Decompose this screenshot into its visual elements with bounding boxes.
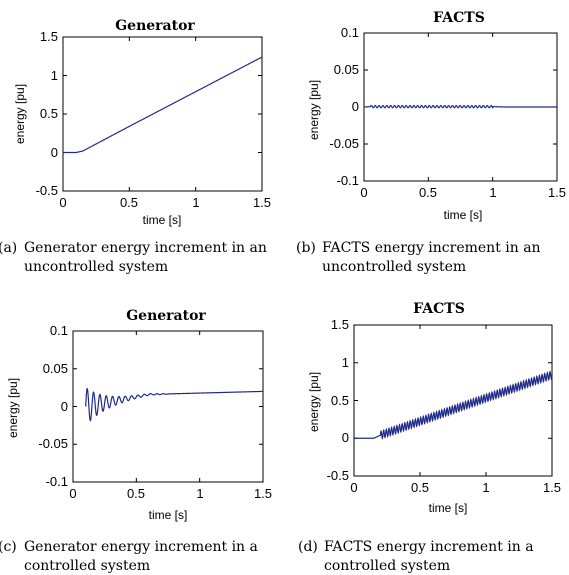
series-line bbox=[85, 387, 264, 422]
y-tick-label: -0.5 bbox=[327, 468, 349, 483]
caption-line: FACTS energy increment in a bbox=[324, 539, 534, 555]
y-tick-label: -0.1 bbox=[46, 474, 68, 489]
y-tick-label: -0.05 bbox=[329, 136, 359, 151]
caption-label: (c) bbox=[0, 539, 17, 555]
x-tick-label: 0.5 bbox=[419, 185, 437, 200]
x-axis-label: time [s] bbox=[429, 501, 468, 515]
y-ticks: -0.5 0 0.5 1 1.5 bbox=[327, 317, 552, 483]
caption-line: Generator energy increment in an bbox=[24, 240, 267, 256]
x-axis-label: time [s] bbox=[143, 213, 182, 227]
caption-line: uncontrolled system bbox=[322, 259, 466, 275]
x-tick-label: 1.5 bbox=[543, 480, 561, 495]
x-tick-label: 1.5 bbox=[254, 486, 272, 501]
y-ticks: -0.1 -0.05 0 0.05 0.1 bbox=[329, 25, 557, 188]
y-tick-label: 0.05 bbox=[334, 62, 359, 77]
y-tick-label: 0 bbox=[51, 145, 58, 160]
chart-title: FACTS bbox=[433, 10, 485, 26]
caption-line: FACTS energy increment in an bbox=[322, 240, 541, 256]
x-tick-label: 0.5 bbox=[120, 195, 138, 210]
y-tick-label: 0.1 bbox=[341, 25, 359, 40]
y-axis-label: energy [pu] bbox=[13, 84, 27, 144]
x-tick-label: 1.5 bbox=[548, 185, 566, 200]
y-tick-label: 0.5 bbox=[40, 106, 58, 121]
series-line bbox=[63, 56, 263, 154]
x-axis-label: time [s] bbox=[444, 208, 483, 222]
x-ticks: 0 0.5 1 1.5 bbox=[69, 331, 272, 501]
y-tick-label: -0.05 bbox=[38, 436, 68, 451]
x-tick-label: 1 bbox=[192, 195, 199, 210]
x-axis-label: time [s] bbox=[149, 508, 188, 522]
x-tick-label: 1 bbox=[196, 486, 203, 501]
panel-c: Generator 0 0.5 1 1.5 -0.1 -0.05 0 0.05 … bbox=[0, 308, 272, 574]
y-tick-label: 0 bbox=[61, 399, 68, 414]
y-tick-label: -0.5 bbox=[36, 183, 58, 198]
y-ticks: -0.1 -0.05 0 0.05 0.1 bbox=[38, 323, 263, 489]
x-tick-label: 0 bbox=[360, 185, 367, 200]
chart-title: FACTS bbox=[413, 301, 465, 317]
plot-frame bbox=[353, 324, 553, 477]
caption-line: uncontrolled system bbox=[24, 259, 168, 275]
chart-title: Generator bbox=[126, 308, 206, 324]
y-tick-label: 0 bbox=[352, 99, 359, 114]
y-axis-label: energy [pu] bbox=[6, 378, 20, 438]
x-tick-label: 0.5 bbox=[411, 480, 429, 495]
caption-line: controlled system bbox=[24, 558, 150, 574]
y-tick-label: 0.5 bbox=[331, 393, 349, 408]
x-tick-label: 0 bbox=[59, 195, 66, 210]
panel-b: FACTS 0 0.5 1 1.5 -0.1 -0.05 0 0.05 0.1 … bbox=[296, 10, 566, 275]
y-tick-label: 0.1 bbox=[50, 323, 68, 338]
x-tick-label: 0 bbox=[69, 486, 76, 501]
series-line bbox=[354, 370, 553, 440]
caption-line: Generator energy increment in a bbox=[24, 539, 258, 555]
x-ticks: 0 0.5 1 1.5 bbox=[350, 325, 561, 495]
y-axis-label: energy [pu] bbox=[307, 80, 321, 140]
chart-title: Generator bbox=[115, 18, 195, 34]
caption-label: (a) bbox=[0, 240, 17, 256]
x-tick-label: 1 bbox=[489, 185, 496, 200]
x-tick-label: 0.5 bbox=[127, 486, 145, 501]
caption-line: controlled system bbox=[324, 558, 450, 574]
y-tick-label: 0.05 bbox=[43, 361, 68, 376]
caption-label: (b) bbox=[296, 240, 316, 256]
panel-a: Generator 0 0.5 1 1.5 -0.5 0 0.5 1 1.5 t… bbox=[0, 18, 271, 275]
y-ticks: -0.5 0 0.5 1 1.5 bbox=[36, 29, 262, 198]
x-tick-label: 1.5 bbox=[253, 195, 271, 210]
x-ticks: 0 0.5 1 1.5 bbox=[360, 33, 566, 200]
y-tick-label: 1 bbox=[51, 68, 58, 83]
x-tick-label: 0 bbox=[350, 480, 357, 495]
x-tick-label: 1 bbox=[482, 480, 489, 495]
y-tick-label: 1.5 bbox=[331, 317, 349, 332]
caption-label: (d) bbox=[298, 539, 318, 555]
y-tick-label: 0 bbox=[342, 430, 349, 445]
y-tick-label: -0.1 bbox=[337, 173, 359, 188]
y-tick-label: 1 bbox=[342, 355, 349, 370]
panel-d: FACTS 0 0.5 1 1.5 -0.5 0 0.5 1 1.5 time … bbox=[298, 301, 561, 574]
x-ticks: 0 0.5 1 1.5 bbox=[59, 37, 271, 210]
series-line bbox=[363, 104, 557, 109]
plot-frame bbox=[62, 36, 263, 192]
y-axis-label: energy [pu] bbox=[307, 372, 321, 432]
y-tick-label: 1.5 bbox=[40, 29, 58, 44]
